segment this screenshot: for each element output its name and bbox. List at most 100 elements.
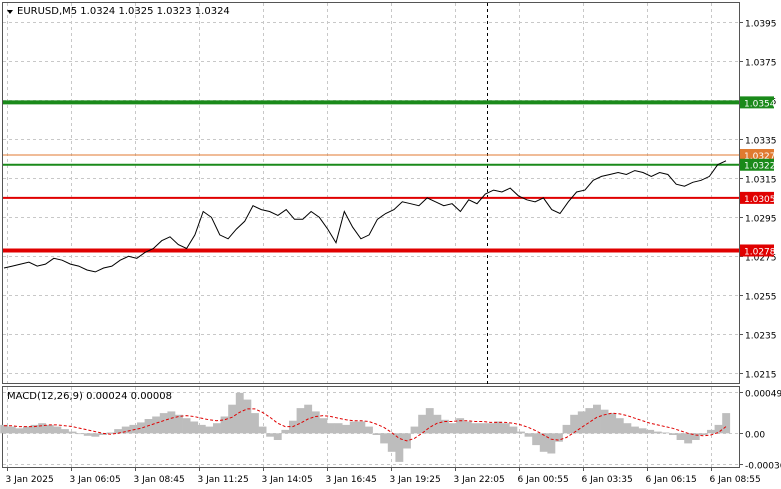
macd-pane: 0.00049 0.00 -0.00036 MACD(12,26,9) 0.0002… — [0, 386, 781, 472]
macd-histogram-bar — [509, 426, 518, 434]
macd-histogram-bar — [539, 433, 548, 452]
macd-histogram-bar — [205, 426, 214, 434]
macd-histogram-bar — [68, 431, 77, 434]
macd-histogram-bar — [441, 419, 449, 434]
price-axis-label: 1.0395 — [745, 20, 777, 30]
collapse-triangle-icon[interactable] — [7, 10, 13, 14]
macd-histogram-bar — [494, 421, 503, 434]
macd-histogram-bar — [387, 433, 396, 452]
macd-histogram-bar — [296, 408, 305, 434]
price-pane-frame — [2, 2, 740, 384]
macd-histogram-bar — [547, 433, 556, 454]
price-pane: 1.03951.03751.03551.03351.03151.02951.02… — [2, 2, 777, 467]
macd-histogram-bar — [577, 411, 586, 434]
level-tag — [740, 149, 774, 161]
macd-histogram-bar — [631, 426, 639, 434]
macd-histogram-bar — [456, 418, 465, 434]
macd-histogram-bar — [463, 421, 472, 434]
macd-histogram-bar — [501, 423, 510, 434]
level-tag — [740, 191, 774, 204]
time-axis-label: 3 Jan 16:45 — [326, 475, 377, 485]
level-lines — [3, 100, 739, 253]
macd-histogram-bar — [91, 433, 100, 437]
macd-histogram-bar — [114, 429, 123, 434]
macd-histogram-bar — [600, 409, 609, 434]
macd-histogram-bar — [281, 429, 290, 434]
price-grid — [3, 3, 739, 383]
time-axis-label: 3 Jan 08:45 — [134, 475, 185, 485]
macd-histogram-bar — [349, 421, 358, 434]
macd-histogram-bar — [593, 404, 601, 434]
macd-histogram-bar — [524, 433, 533, 437]
price-axis-label: 1.0215 — [745, 371, 777, 381]
macd-histogram-bar — [570, 414, 579, 434]
macd-histogram-bar — [653, 431, 662, 434]
macd-histogram-bar — [418, 414, 427, 434]
macd-axis-label: 0.00 — [745, 431, 765, 441]
price-axis-label: 1.0255 — [745, 293, 777, 303]
macd-histogram-bar — [152, 416, 161, 434]
macd-histogram — [0, 392, 731, 462]
price-axis-label: 1.0335 — [745, 137, 777, 147]
macd-histogram-bar — [175, 414, 183, 434]
macd-histogram-bar — [342, 424, 351, 434]
macd-histogram-bar — [129, 424, 138, 434]
macd-histogram-bar — [213, 423, 221, 434]
macd-histogram-bar — [638, 428, 647, 434]
macd-histogram-bar — [334, 423, 343, 434]
time-axis-label: 6 Jan 03:35 — [582, 475, 633, 485]
macd-histogram-bar — [23, 426, 31, 434]
macd-header: MACD(12,26,9) 0.00024 0.00008 — [7, 391, 172, 402]
macd-histogram-bar — [395, 433, 404, 462]
time-axis-label: 3 Jan 11:25 — [198, 475, 249, 485]
macd-histogram-bar — [684, 433, 693, 444]
price-axis-label: 1.0295 — [745, 215, 777, 225]
macd-histogram-bar — [365, 426, 373, 434]
macd-histogram-bar — [197, 424, 206, 434]
level-tag — [740, 96, 774, 109]
time-axis-label: 3 Jan 22:05 — [454, 475, 505, 485]
macd-histogram-bar — [722, 413, 731, 434]
time-axis-label: 3 Jan 06:05 — [70, 475, 121, 485]
macd-histogram-bar — [608, 413, 617, 434]
time-axis-label: 3 Jan 19:25 — [390, 475, 441, 485]
macd-histogram-bar — [661, 432, 670, 434]
time-axis: 3 Jan 2025 3 Jan 06:05 3 Jan 08:45 3 Jan 11… — [6, 467, 761, 485]
macd-histogram-bar — [448, 423, 457, 434]
macd-histogram-bar — [159, 413, 168, 434]
macd-histogram-bar — [425, 408, 434, 434]
macd-histogram-bar — [471, 423, 480, 434]
macd-histogram-bar — [266, 433, 275, 437]
level-tag — [740, 244, 774, 257]
price-axis-label: 1.0315 — [745, 176, 777, 186]
time-axis-label: 6 Jan 08:55 — [710, 475, 761, 485]
macd-grid — [3, 387, 739, 467]
time-axis-label: 3 Jan 14:05 — [262, 475, 313, 485]
macd-histogram-bar — [121, 426, 130, 434]
macd-histogram-bar — [691, 433, 700, 440]
level-tag-label: 1.0354 — [744, 99, 776, 109]
level-tag — [740, 158, 774, 171]
time-axis-label: 3 Jan 2025 — [6, 475, 54, 485]
macd-histogram-bar — [7, 426, 16, 434]
price-line — [3, 160, 727, 273]
macd-histogram-bar — [615, 418, 624, 434]
macd-histogram-bar — [53, 426, 62, 434]
macd-histogram-bar — [99, 433, 107, 435]
macd-histogram-bar — [0, 424, 9, 434]
macd-histogram-bar — [372, 433, 381, 435]
macd-histogram-bar — [532, 433, 541, 446]
macd-histogram-bar — [258, 426, 267, 434]
macd-axis-label: 0.00049 — [745, 390, 781, 400]
macd-histogram-bar — [76, 433, 85, 435]
macd-histogram-bar — [106, 432, 115, 434]
macd-histogram-bar — [562, 424, 571, 434]
macd-histogram-bar — [646, 429, 655, 434]
symbol-header: EURUSD,M5 1.0324 1.0325 1.0323 1.0324 — [17, 6, 230, 17]
macd-histogram-bar — [327, 423, 335, 434]
time-axis-label: 6 Jan 00:55 — [518, 475, 569, 485]
macd-histogram-bar — [167, 411, 176, 434]
macd-histogram-bar — [273, 433, 282, 440]
